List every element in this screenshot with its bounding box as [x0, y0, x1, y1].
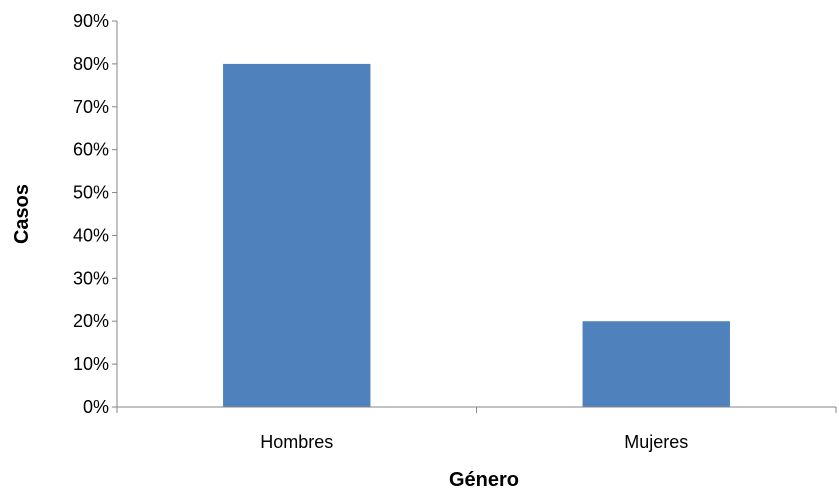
- y-tick-label: 20%: [73, 311, 109, 331]
- y-tick-label: 80%: [73, 54, 109, 74]
- y-tick-label: 10%: [73, 354, 109, 374]
- y-tick-label: 0%: [83, 397, 109, 417]
- x-tick-label: Mujeres: [624, 432, 688, 452]
- y-tick-label: 90%: [73, 11, 109, 31]
- bar-hombres: [223, 63, 371, 408]
- x-axis-title: Género: [449, 469, 519, 491]
- y-tick-label: 30%: [73, 268, 109, 288]
- y-tick-label: 40%: [73, 225, 109, 245]
- axes-layer: [112, 20, 837, 413]
- bars-layer: [223, 63, 730, 408]
- bar-mujeres: [582, 321, 730, 407]
- x-tick-label: Hombres: [260, 432, 333, 452]
- tick-labels-layer: 0% 10% 20% 30% 40% 50% 60% 70% 80% 90% Hombres Muje…: [73, 11, 688, 452]
- y-axis-title: Casos: [11, 184, 33, 244]
- y-tick-label: 50%: [73, 183, 109, 203]
- y-tick-label: 60%: [73, 140, 109, 160]
- y-tick-label: 70%: [73, 97, 109, 117]
